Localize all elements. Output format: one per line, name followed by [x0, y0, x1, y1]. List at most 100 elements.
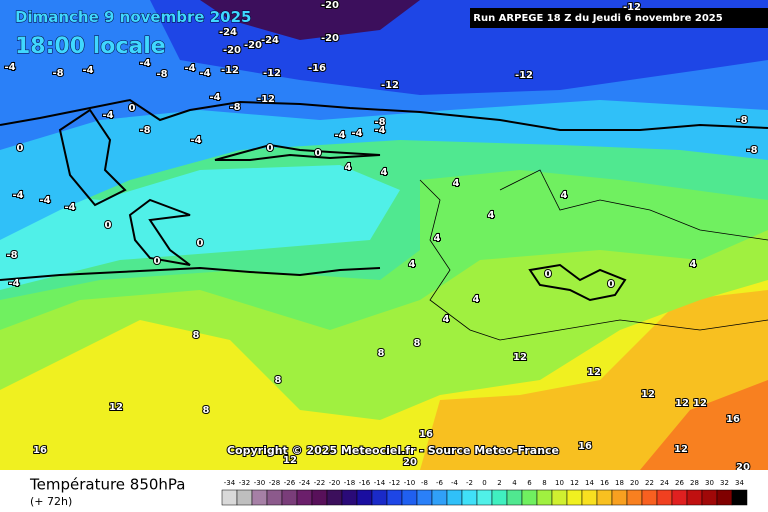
isotherm-label: 4 — [381, 167, 388, 178]
footer-title: Température 850hPa — [29, 476, 186, 494]
isotherm-label: 12 — [283, 455, 297, 466]
isotherm-label: 0 — [105, 220, 112, 231]
legend-label: 24 — [660, 479, 669, 487]
isotherm-label: -4 — [374, 125, 385, 136]
isotherm-label: 20 — [403, 457, 417, 468]
color-legend: -34 -32 -30 -28 -26 -24 -22 -20 -18 -16 -14 -12 -10-… — [221, 479, 748, 506]
isotherm-label: 8 — [275, 375, 282, 386]
legend-swatch — [446, 489, 463, 506]
isotherm-label: -12 — [263, 68, 281, 79]
legend-label: -28 — [269, 479, 280, 487]
isotherm-label: -12 — [257, 94, 275, 105]
isotherm-label: -4 — [82, 65, 93, 76]
isotherm-label: 16 — [726, 414, 740, 425]
isotherm-label: -8 — [229, 102, 240, 113]
isotherm-label: -12 — [515, 70, 533, 81]
legend-swatch — [716, 489, 733, 506]
isotherm-label: 8 — [193, 330, 200, 341]
hot-area — [640, 380, 768, 470]
cold-area — [0, 165, 400, 290]
legend-label: 8 — [542, 479, 546, 487]
isotherm-label: 8 — [203, 405, 210, 416]
legend-label: 28 — [690, 479, 699, 487]
legend-swatch — [416, 489, 433, 506]
legend-label: -12 — [389, 479, 400, 487]
isotherm-label: 0 — [608, 279, 615, 290]
legend-label: -18 — [344, 479, 355, 487]
legend-label: -34 — [224, 479, 236, 487]
isotherm-label: -20 — [223, 45, 241, 56]
legend-label: 12 — [570, 479, 579, 487]
legend-label: -30 — [254, 479, 265, 487]
legend-label: 22 — [645, 479, 654, 487]
coastline — [419, 179, 768, 341]
isotherm-label: 0 — [315, 148, 322, 159]
legend-swatch — [476, 489, 493, 506]
legend-label: -6 — [436, 479, 444, 487]
legend-swatch — [551, 489, 568, 506]
legend-label: 16 — [600, 479, 609, 487]
legend-swatch — [506, 489, 523, 506]
isotherm-label: 12 — [513, 352, 527, 363]
isotherm-label: -4 — [139, 58, 150, 69]
legend-label: -22 — [314, 479, 325, 487]
isotherm-label: 12 — [693, 398, 707, 409]
isotherm-label: -12 — [381, 80, 399, 91]
legend-label: -20 — [329, 479, 340, 487]
legend-label: -4 — [451, 479, 459, 487]
coastline — [0, 98, 768, 131]
legend-label: -14 — [374, 479, 386, 487]
legend-swatch — [386, 489, 403, 506]
isotherm-label: 12 — [674, 444, 688, 455]
legend-swatch — [611, 489, 628, 506]
isotherm-label: -8 — [52, 68, 63, 79]
isotherm-label: -12 — [623, 2, 641, 13]
isotherm-label: -4 — [190, 135, 201, 146]
isotherm-label: 4 — [453, 178, 460, 189]
isotherm-label: -8 — [736, 115, 747, 126]
isotherm-label: 12 — [587, 367, 601, 378]
isotherm-label: -8 — [156, 69, 167, 80]
legend-swatch — [341, 489, 358, 506]
legend-label: 30 — [705, 479, 714, 487]
isotherm-label: 4 — [488, 210, 495, 221]
isotherm-label: -8 — [6, 250, 17, 261]
isotherm-label: 12 — [675, 398, 689, 409]
isotherm-label: -20 — [244, 40, 262, 51]
copyright: Copyright © 2025 Meteociel.fr - Source M… — [227, 444, 559, 457]
isotherm-label: 4 — [690, 259, 697, 270]
legend-swatch — [521, 489, 538, 506]
legend-swatch — [221, 489, 238, 506]
isotherm-label: 12 — [641, 389, 655, 400]
legend-swatch — [371, 489, 388, 506]
legend-label: 4 — [512, 479, 517, 487]
legend-swatch — [401, 489, 418, 506]
legend-label: -16 — [359, 479, 371, 487]
isotherm-label: -16 — [308, 63, 326, 74]
isotherm-label: -4 — [4, 62, 15, 73]
legend-swatch — [461, 489, 478, 506]
isotherm-label: -4 — [209, 92, 220, 103]
legend-swatch — [596, 489, 613, 506]
isotherm-label: -4 — [8, 278, 19, 289]
legend-swatch — [491, 489, 508, 506]
isotherm-label: 16 — [33, 445, 47, 456]
legend-label: 18 — [615, 479, 624, 487]
isotherm-label: -4 — [102, 110, 113, 121]
legend-swatch — [311, 489, 328, 506]
coastline — [128, 198, 191, 266]
isotherm-label: 8 — [414, 338, 421, 349]
isotherm-label: -20 — [321, 0, 339, 11]
legend-swatch — [236, 489, 253, 506]
legend-swatch — [266, 489, 283, 506]
legend-label: -26 — [284, 479, 296, 487]
isotherm-label: 0 — [129, 103, 136, 114]
legend-label: 20 — [630, 479, 639, 487]
isotherm-label: 4 — [443, 314, 450, 325]
isotherm-label: 8 — [378, 348, 385, 359]
legend-label: 32 — [720, 479, 729, 487]
isotherm-label: 0 — [545, 269, 552, 280]
isotherm-label: -24 — [219, 27, 237, 38]
isotherm-label: 0 — [17, 143, 24, 154]
